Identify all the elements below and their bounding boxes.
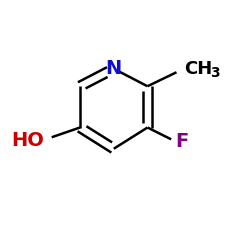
Text: CH: CH <box>184 60 212 78</box>
Text: 3: 3 <box>210 66 220 80</box>
Text: N: N <box>106 59 122 78</box>
Text: HO: HO <box>11 130 44 150</box>
Text: F: F <box>175 132 188 151</box>
